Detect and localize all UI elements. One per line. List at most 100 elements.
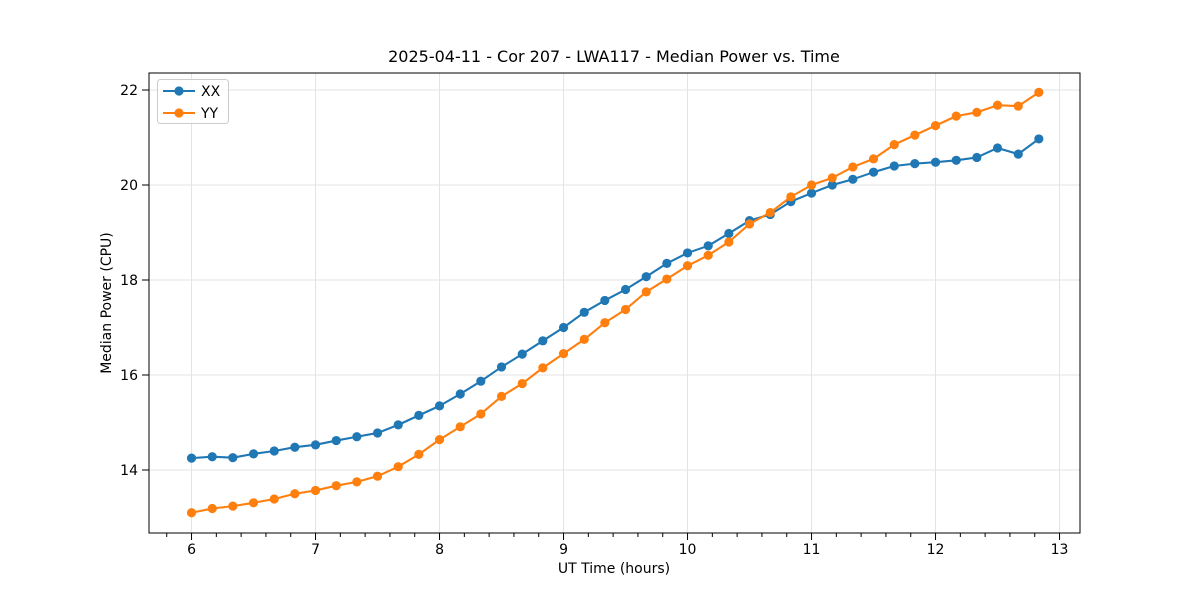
data-point-marker-yy [476, 409, 486, 419]
data-point-marker-xx [538, 336, 548, 346]
data-point-marker-xx [372, 428, 383, 438]
data-point-marker-xx [186, 453, 197, 463]
data-point-marker-yy [806, 180, 817, 190]
data-point-marker-yy [641, 287, 651, 297]
data-point-marker-xx [972, 152, 982, 163]
data-point-marker-yy [228, 501, 238, 511]
data-point-marker-yy [496, 391, 507, 401]
plot-frame [148, 72, 1081, 534]
x-axis-label: UT Time (hours) [558, 561, 670, 577]
x-tick-label: 13 [1051, 542, 1069, 558]
data-point-marker-yy [290, 489, 300, 499]
data-point-marker-yy [393, 462, 403, 472]
x-tick-label: 7 [311, 542, 320, 558]
data-point-marker-xx [496, 362, 507, 372]
x-tick-label: 9 [559, 542, 568, 558]
data-point-marker-yy [848, 162, 858, 172]
data-point-marker-yy [434, 435, 445, 445]
data-point-marker-xx [951, 155, 961, 165]
legend: XX YY [157, 79, 229, 124]
data-point-marker-xx [393, 420, 403, 430]
data-point-marker-yy [951, 111, 961, 121]
data-point-marker-yy [538, 363, 548, 373]
data-point-marker-yy [786, 192, 796, 202]
y-tick-label: 20 [120, 178, 138, 194]
data-point-marker-xx [248, 449, 259, 459]
x-tick-label: 10 [679, 542, 697, 558]
data-point-marker-yy [972, 107, 982, 117]
chart-title: 2025-04-11 - Cor 207 - LWA117 - Median P… [388, 47, 840, 66]
ticks-layer: 6 7 8 9 10 11 12 13 14 16 18 20 22 [120, 83, 1068, 558]
data-point-marker-xx [868, 167, 879, 177]
data-point-marker-yy [600, 318, 610, 328]
data-point-marker-xx [724, 228, 734, 239]
data-point-marker-yy [310, 485, 321, 496]
data-point-marker-xx [848, 174, 858, 184]
data-point-marker-yy [744, 219, 755, 229]
y-tick-label: 14 [120, 463, 138, 479]
series-layer [186, 87, 1044, 518]
data-point-marker-xx [662, 258, 672, 268]
data-point-marker-yy [414, 449, 424, 459]
data-point-marker-yy [620, 304, 631, 315]
data-point-marker-xx [910, 159, 920, 169]
data-point-marker-xx [476, 376, 486, 386]
data-point-marker-yy [910, 130, 920, 140]
y-tick-label: 18 [120, 273, 138, 289]
data-point-marker-yy [455, 422, 465, 432]
data-point-marker-yy [724, 237, 734, 247]
series-yy [186, 87, 1044, 518]
data-point-marker-xx [310, 440, 321, 450]
series-line-xx [191, 138, 1040, 460]
data-point-marker-yy [682, 261, 693, 271]
data-point-marker-xx [290, 442, 300, 452]
data-point-marker-xx [827, 180, 837, 190]
data-point-marker-yy [352, 477, 362, 487]
data-point-marker-xx [641, 272, 651, 282]
data-point-marker-yy [765, 207, 775, 218]
data-point-marker-xx [889, 161, 899, 171]
legend-label-yy: YY [200, 106, 219, 122]
data-point-marker-yy [186, 508, 197, 518]
data-point-marker-yy [248, 498, 259, 508]
data-point-marker-xx [992, 143, 1003, 153]
data-point-marker-xx [331, 435, 341, 446]
data-point-marker-xx [620, 284, 631, 295]
data-point-marker-yy [930, 121, 941, 131]
series-line-yy [191, 91, 1040, 514]
data-point-marker-xx [517, 349, 527, 359]
data-point-marker-yy [1034, 87, 1044, 97]
data-point-marker-yy [517, 378, 527, 389]
data-point-marker-xx [703, 241, 713, 251]
data-point-marker-yy [703, 250, 713, 260]
data-point-marker-xx [228, 453, 238, 463]
data-point-marker-xx [352, 432, 362, 442]
data-point-marker-yy [269, 494, 279, 504]
data-point-marker-yy [579, 334, 589, 344]
data-point-marker-xx [1013, 149, 1023, 159]
data-point-marker-xx [269, 446, 279, 456]
data-point-marker-yy [868, 154, 879, 164]
data-point-marker-yy [558, 349, 569, 359]
data-point-marker-yy [992, 100, 1003, 110]
data-point-marker-yy [662, 274, 672, 284]
data-point-marker-yy [827, 173, 837, 183]
data-point-marker-xx [455, 389, 465, 399]
data-point-marker-xx [930, 157, 941, 167]
data-point-marker-yy [1013, 101, 1023, 111]
legend-marker-xx-icon [174, 86, 184, 96]
data-point-marker-xx [682, 248, 693, 258]
data-point-marker-xx [207, 452, 217, 462]
grid-layer [149, 73, 1080, 533]
y-axis-label: Median Power (CPU) [99, 232, 115, 374]
x-tick-label: 11 [803, 542, 821, 558]
legend-label-xx: XX [201, 84, 221, 100]
data-point-marker-yy [889, 140, 899, 150]
legend-marker-yy-icon [174, 108, 184, 118]
x-tick-label: 12 [927, 542, 945, 558]
x-tick-label: 8 [435, 542, 444, 558]
data-point-marker-xx [1034, 134, 1044, 144]
data-point-marker-xx [558, 322, 569, 333]
